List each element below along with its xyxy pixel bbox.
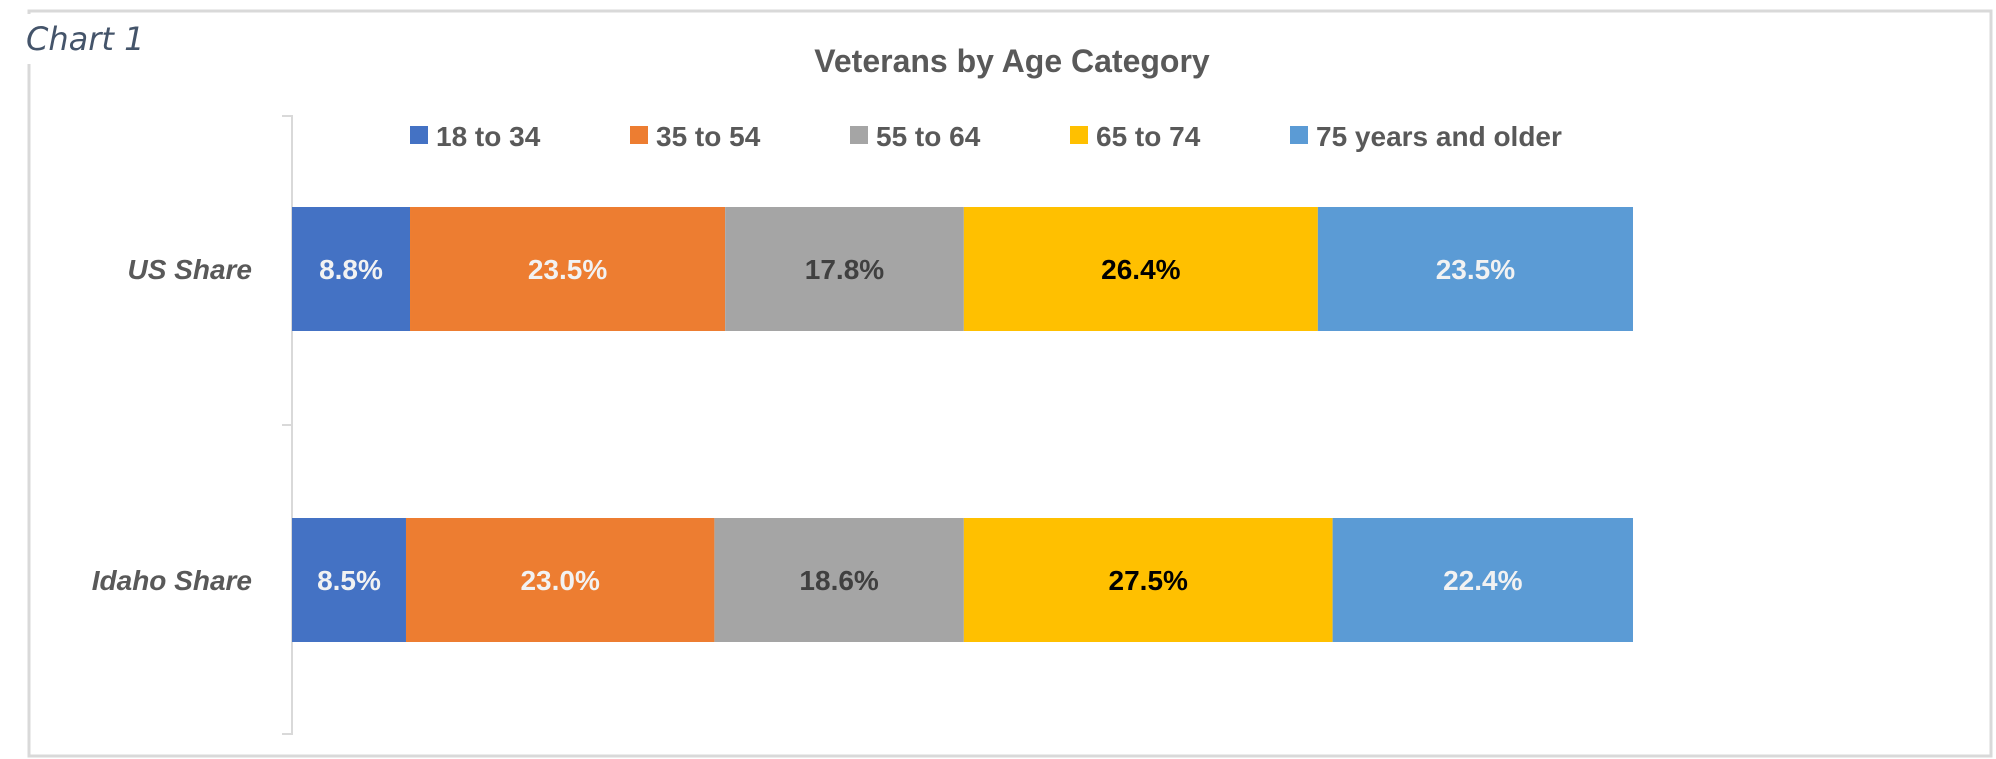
data-label: 8.5% [317, 565, 381, 596]
legend-item: 55 to 64 [850, 121, 981, 152]
bar-segment [292, 207, 411, 331]
bars: US Share 8.8% 23.5% 17.8% 26.4% 23.5% Idaho Sh… [92, 207, 1633, 642]
bar-segment [405, 518, 715, 642]
legend-swatch [630, 126, 648, 144]
bar-segment [292, 518, 406, 642]
chart-caption: Chart 1 [26, 20, 144, 58]
legend-swatch [1290, 126, 1308, 144]
category-label: Idaho Share [92, 565, 252, 596]
chart-frame [27, 9, 1993, 758]
bar-segment [714, 518, 964, 642]
category-label: US Share [128, 254, 253, 285]
legend-item: 65 to 74 [1070, 121, 1201, 152]
bar-segment [1332, 518, 1633, 642]
legend-label: 18 to 34 [436, 121, 541, 152]
bar-segment [725, 207, 964, 331]
data-label: 23.0% [520, 565, 599, 596]
bar-segment [410, 207, 726, 331]
data-label: 27.5% [1109, 565, 1188, 596]
legend-item: 75 years and older [1290, 121, 1562, 152]
legend-label: 65 to 74 [1096, 121, 1201, 152]
data-label: 23.5% [1436, 254, 1515, 285]
data-label: 22.4% [1443, 565, 1522, 596]
data-label: 23.5% [528, 254, 607, 285]
caption-background [20, 14, 170, 64]
bar-segment [1317, 207, 1633, 331]
data-label: 18.6% [799, 565, 878, 596]
chart-title: Veterans by Age Category [814, 43, 1210, 79]
data-label: 8.8% [319, 254, 383, 285]
legend-label: 35 to 54 [656, 121, 761, 152]
data-label: 17.8% [805, 254, 884, 285]
bar-segment [963, 207, 1318, 331]
data-label: 26.4% [1101, 254, 1180, 285]
legend-swatch [1070, 126, 1088, 144]
bar-segment [963, 518, 1333, 642]
legend-label: 75 years and older [1316, 121, 1562, 152]
legend: 18 to 34 35 to 54 55 to 64 65 to 74 75 years… [410, 121, 1562, 152]
legend-swatch [410, 126, 428, 144]
legend-item: 18 to 34 [410, 121, 541, 152]
legend-swatch [850, 126, 868, 144]
legend-label: 55 to 64 [876, 121, 981, 152]
legend-item: 35 to 54 [630, 121, 761, 152]
